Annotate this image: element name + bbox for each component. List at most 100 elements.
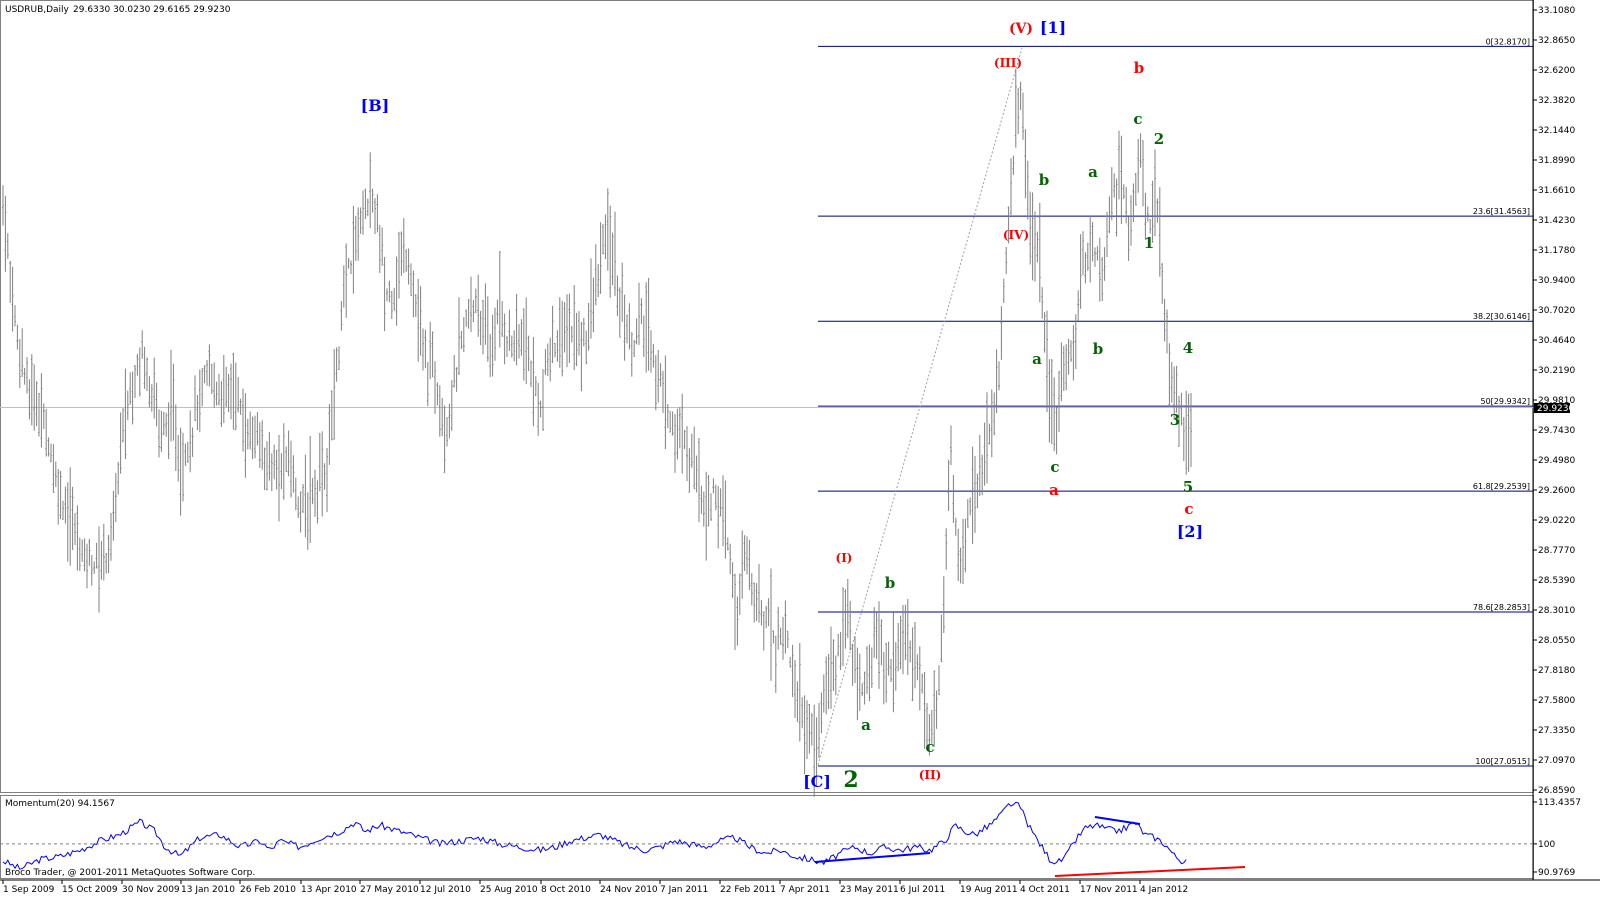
price-axis-ticks: 33.1080 32.8650 32.6200 32.3820 32.1440 31.89… [1533,6,1575,796]
price-tick-label: 28.3010 [1538,606,1575,616]
wave-label: b [1039,171,1050,189]
wave-label: b [885,574,896,592]
momentum-tick-label: 113.4357 [1538,798,1581,808]
time-tick-label: 6 Jul 2011 [900,885,945,895]
wave-label: [C] [803,772,831,791]
price-tick-label: 33.1080 [1538,6,1575,16]
price-tick-label: 29.7430 [1538,426,1575,436]
price-tick-label: 31.4230 [1538,216,1575,226]
wave-label: 1 [1144,234,1154,252]
momentum-tick-label: 90.9769 [1538,868,1575,878]
price-tick-label: 30.4640 [1538,336,1575,346]
fib-level-label: 50[29.9342] [1480,397,1530,406]
price-tick-label: 31.1780 [1538,246,1575,256]
time-tick-label: 7 Jan 2011 [660,885,708,895]
price-tick-label: 28.0550 [1538,636,1575,646]
fibonacci-levels: 0[32.8170] 23.6[31.4563] 38.2[30.6146] 50[2… [818,37,1533,767]
price-tick-label: 29.2600 [1538,486,1575,496]
time-tick-label: 13 Apr 2010 [301,885,357,895]
fib-level-label: 61.8[29.2539] [1473,482,1530,491]
time-tick-label: 26 Feb 2010 [240,885,296,895]
time-tick-label: 12 Jul 2010 [420,885,471,895]
wave-label: a [1088,163,1098,181]
fib-level-label: 100[27.0515] [1475,757,1530,766]
fib-level-label: 78.6[28.2853] [1473,603,1530,612]
price-tick-label: 32.8650 [1538,36,1575,46]
fib-level-label: 38.2[30.6146] [1473,312,1530,321]
price-tick-label: 31.6610 [1538,186,1575,196]
time-tick-label: 1 Sep 2009 [3,885,55,895]
momentum-trendline-red [1054,866,1246,877]
price-tick-label: 29.0220 [1538,516,1575,526]
wave-label: (II) [919,768,942,782]
wave-label: [B] [361,96,390,115]
price-tick-label: 32.6200 [1538,66,1575,76]
momentum-trendline-low [814,852,931,863]
wave-label: b [1134,59,1145,77]
wave-label: 4 [1183,339,1193,357]
time-tick-label: 23 May 2011 [840,885,899,895]
symbol-header: USDRUB,Daily [5,5,70,15]
wave-label: (III) [994,56,1022,70]
momentum-series [2,801,1187,870]
price-tick-label: 28.7770 [1538,546,1575,556]
wave-label: a [1049,481,1059,499]
time-tick-label: 8 Oct 2010 [541,885,591,895]
price-tick-label: 30.9400 [1538,276,1575,286]
time-tick-label: 19 Aug 2011 [960,885,1018,895]
wave-label: a [861,716,871,734]
time-tick-label: 4 Jan 2012 [1140,885,1188,895]
wave-label: 2 [1154,130,1164,148]
price-tick-label: 27.8180 [1538,666,1575,676]
price-tick-label: 27.5800 [1538,696,1575,706]
price-tick-label: 26.8590 [1538,786,1575,796]
momentum-header: Momentum(20) 94.1567 [5,799,115,809]
fib-level-label: 0[32.8170] [1486,37,1530,46]
wave-label: c [925,738,934,756]
price-tick-label: 32.3820 [1538,96,1575,106]
wave-label: c [1184,500,1193,518]
time-tick-label: 7 Apr 2011 [780,885,830,895]
momentum-axis-ticks: 113.4357 100 90.9769 [0,798,1581,878]
time-tick-label: 30 Nov 2009 [122,885,180,895]
wave-label: (IV) [1003,228,1029,242]
time-tick-label: 4 Oct 2011 [1020,885,1070,895]
fib-trend-line [817,47,1023,766]
wave-label: (V) [1009,21,1033,37]
price-tick-label: 30.2190 [1538,366,1575,376]
price-tick-label: 27.3350 [1538,726,1575,736]
current-price-marker [1534,403,1570,413]
price-tick-label: 28.5390 [1538,576,1575,586]
price-tick-label: 32.1440 [1538,126,1575,136]
time-tick-label: 15 Oct 2009 [62,885,118,895]
main-panel [0,0,1534,793]
time-tick-label: 27 May 2010 [360,885,419,895]
wave-label: a [1032,350,1042,368]
wave-label: 2 [843,767,858,793]
momentum-trendline-high [1094,816,1141,825]
time-tick-label: 24 Nov 2010 [600,885,658,895]
current-price-label: 29.9230 [1537,404,1574,414]
wave-label: [1] [1040,18,1066,37]
time-tick-label: 22 Feb 2011 [720,885,776,895]
price-bars [2,68,1192,797]
wave-label: c [1050,458,1059,476]
time-tick-label: 17 Nov 2011 [1080,885,1138,895]
time-axis-ticks: 1 Sep 2009 15 Oct 2009 30 Nov 2009 13 Jan 2… [2,880,1188,895]
time-tick-label: 25 Aug 2010 [480,885,538,895]
wave-label: [2] [1177,522,1203,541]
price-tick-label: 30.7020 [1538,306,1575,316]
wave-label: b [1093,340,1104,358]
wave-label: 3 [1170,411,1180,429]
wave-label: c [1133,110,1142,128]
momentum-line [2,801,1187,870]
momentum-panel [0,795,1534,879]
ohlc-header: 29.6330 30.0230 29.6165 29.9230 [73,5,231,15]
copyright-footer: Broco Trader, @ 2001-2011 MetaQuotes Sof… [5,868,255,878]
wave-label: 5 [1183,478,1193,496]
momentum-tick-label: 100 [1538,840,1555,850]
time-tick-label: 13 Jan 2010 [181,885,235,895]
wave-label: (I) [836,551,853,565]
